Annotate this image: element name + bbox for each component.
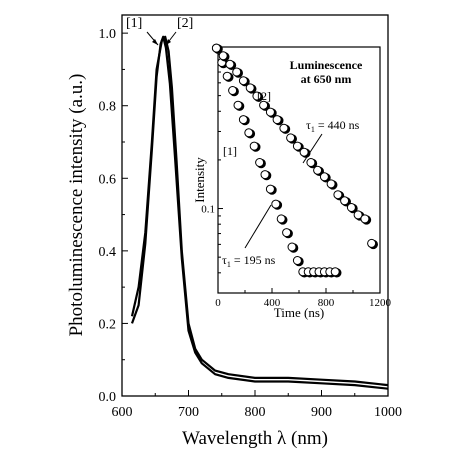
decay-point	[265, 184, 275, 194]
main-y-axis-title: Photoluminescence intensity (a.u.)	[66, 74, 87, 337]
inset-plot-frame	[217, 46, 381, 294]
decay-point	[319, 172, 329, 182]
inset-series-label-2: [2]	[257, 89, 271, 103]
decay-point	[292, 256, 302, 265]
decay-point	[272, 115, 282, 125]
inset-y-tick-label: 0.1	[201, 204, 215, 216]
decay-point	[232, 67, 242, 77]
inset-x-tick-label: 0	[215, 297, 221, 309]
decay-point	[218, 51, 228, 61]
inset-x-tick-label: 800	[318, 297, 335, 309]
decay-point	[238, 76, 248, 86]
decay-point	[287, 242, 297, 252]
decay-point	[306, 158, 316, 167]
decay-point	[244, 128, 254, 138]
tau-arrow-1	[244, 204, 272, 249]
decay-point	[271, 199, 281, 209]
decay-point	[360, 214, 370, 224]
decay-point	[276, 214, 286, 224]
main-x-tick-label: 800	[245, 405, 266, 420]
decay-point	[233, 100, 243, 110]
main-x-tick-label: 700	[178, 405, 199, 420]
main-y-tick-label: 1.0	[99, 27, 117, 42]
main-x-axis-title: Wavelength λ (nm)	[182, 428, 328, 449]
main-y-tick-label: 0.8	[99, 100, 117, 115]
main-x-tick-label: 1000	[374, 405, 402, 420]
tau-arrow-2	[302, 133, 323, 164]
tau-1-subscript: 1	[227, 260, 231, 269]
decay-point	[279, 123, 289, 133]
decay-series-1	[211, 43, 342, 278]
tau-label-2: τ1 = 440 ns	[306, 118, 360, 134]
decay-point	[260, 170, 270, 180]
inset-x-tick-label: 400	[264, 297, 281, 309]
main-x-tick-label: 900	[311, 405, 332, 420]
inset-title-line-1: Luminescence	[290, 58, 363, 72]
inset-y-axis-title: Intensity	[192, 157, 207, 203]
decay-point	[255, 158, 265, 167]
main-x-tick-label: 600	[112, 405, 133, 420]
decay-point	[249, 141, 259, 151]
decay-point	[286, 133, 296, 143]
decay-point	[333, 190, 343, 200]
inset-x-axis-title: Time (ns)	[274, 305, 324, 320]
decay-point	[222, 71, 232, 81]
inset-series	[211, 43, 378, 278]
peak-arrowhead-1	[152, 39, 158, 45]
tau-2-value: = 440 ns	[315, 118, 360, 132]
peak-label-2: [2]	[177, 16, 193, 31]
inset-title-line-2: at 650 nm	[301, 72, 352, 86]
main-y-tick-label: 0.2	[99, 317, 117, 332]
decay-point	[228, 86, 238, 95]
decay-point	[225, 59, 235, 69]
main-ticks: 600 700 800 900 1000 0.0 0.2 0.4 0.6 0.8 1.0	[99, 27, 403, 420]
decay-point	[245, 83, 255, 93]
inset-series-label-1: [1]	[223, 144, 237, 158]
tau-2-subscript: 1	[311, 125, 315, 134]
decay-point	[353, 210, 363, 220]
pl-spectrum-line-2	[130, 35, 389, 387]
decay-point	[292, 141, 302, 151]
tau-1-symbol: τ	[222, 253, 227, 267]
main-series	[130, 35, 389, 390]
main-y-tick-label: 0.4	[99, 245, 117, 260]
inset-ticks: 0 400 800 1200 0.1	[201, 53, 392, 309]
decay-point	[313, 165, 323, 175]
decay-point	[259, 100, 269, 110]
tau-2-symbol: τ	[306, 118, 311, 132]
decay-point	[252, 91, 262, 101]
main-y-tick-label: 0.0	[99, 390, 117, 405]
tau-label-1: τ1 = 195 ns	[222, 253, 276, 269]
decay-point	[299, 147, 309, 157]
tau-1-value: = 195 ns	[231, 253, 276, 267]
decay-point	[330, 267, 340, 277]
decay-point	[282, 228, 292, 238]
decay-point	[367, 238, 377, 248]
peak-arrowhead-2	[166, 39, 171, 45]
decay-point	[211, 43, 221, 53]
main-y-tick-label: 0.6	[99, 172, 117, 187]
decay-series-2	[211, 43, 378, 250]
decay-point	[265, 107, 275, 117]
decay-point	[326, 179, 336, 189]
peak-label-1: [1]	[126, 16, 142, 31]
decay-point	[346, 203, 356, 212]
decay-point	[340, 196, 350, 206]
decay-point	[238, 115, 248, 125]
inset-x-tick-label: 1200	[369, 297, 392, 309]
